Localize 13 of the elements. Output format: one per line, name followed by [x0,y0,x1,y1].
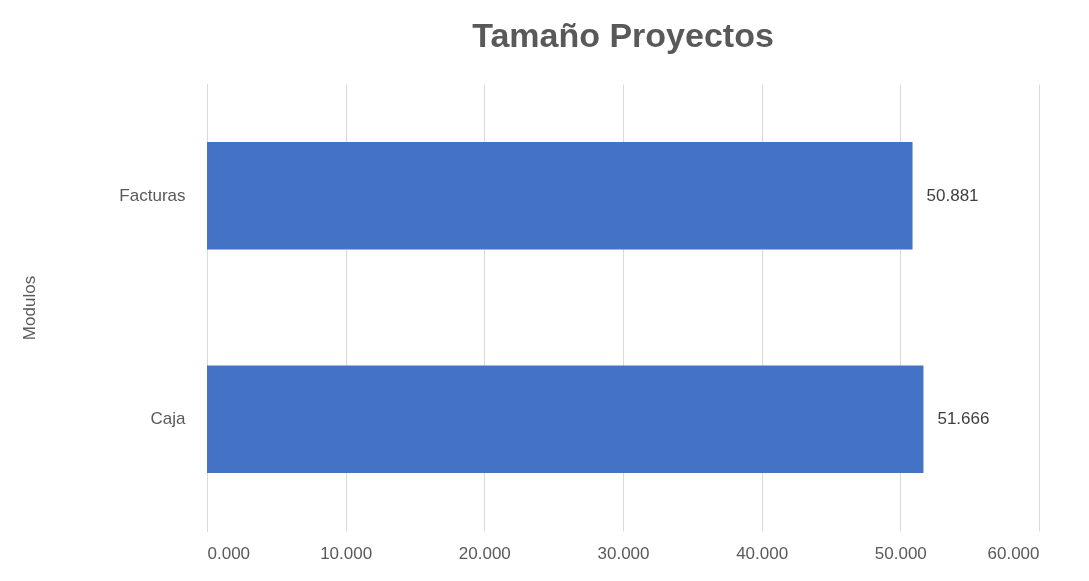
chart-title: Tamaño Proyectos [472,16,774,54]
x-tick-label: 0.000 [207,543,251,563]
data-label: 50.881 [926,185,979,205]
y-tick-label: Caja [150,409,187,429]
data-label: 51.666 [937,409,990,429]
x-tick-label: 20.000 [458,543,511,563]
x-tick-label: 10.000 [320,543,373,563]
y-tick-label: Facturas [119,185,186,205]
x-tick-label: 60.000 [987,543,1040,563]
x-tick-label: 30.000 [597,543,650,563]
x-tick-label: 50.000 [874,543,927,563]
y-axis-title: Modulos [20,275,40,341]
x-tick-label: 40.000 [736,543,789,563]
